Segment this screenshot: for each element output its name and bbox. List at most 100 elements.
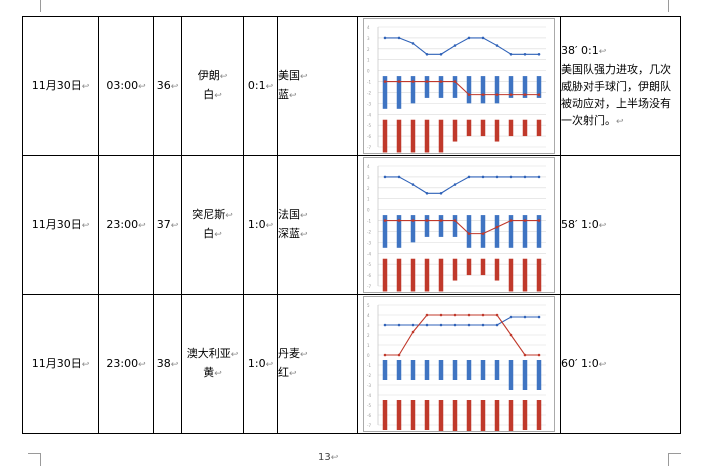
- chart-bar: [522, 400, 528, 430]
- team-b: 丹麦↩ 红↩: [277, 294, 358, 434]
- chart-point: [425, 52, 429, 56]
- chart-point: [523, 315, 527, 319]
- team-a-line: 黄↩: [182, 364, 243, 383]
- match-date-text: 11月30日: [31, 78, 82, 92]
- chart-tick-label: -5: [367, 123, 371, 128]
- team-b-text: 法国: [278, 208, 300, 221]
- chart-point: [397, 323, 401, 327]
- match-date-text: 11月30日: [31, 356, 82, 370]
- chart-point: [509, 219, 513, 222]
- match-score-text: 1:0: [247, 356, 266, 370]
- chart-bar: [424, 258, 430, 292]
- chart-tick-label: 1: [367, 197, 370, 202]
- chart-point: [509, 175, 513, 179]
- chart-point: [453, 183, 457, 186]
- chart-point: [383, 353, 387, 357]
- team-b-text: 美国: [278, 69, 300, 82]
- chart-tick-label: 3: [367, 36, 370, 41]
- team-a: 澳大利亚↩ 黄↩: [181, 294, 244, 434]
- chart-point: [481, 175, 485, 179]
- chart-bar: [508, 119, 514, 137]
- match-note-text: 美国队强力进攻，几次威胁对手球门，伊朗队被动应对，上半场没有一次射门。: [561, 62, 671, 127]
- chart-bar: [438, 76, 444, 98]
- match-date-line: 11月30日↩: [23, 77, 98, 96]
- chart-tick-label: -1: [367, 363, 371, 368]
- chart-bar: [480, 76, 486, 104]
- chart-series-line: [385, 219, 539, 235]
- team-b-text: 丹麦: [278, 347, 300, 360]
- chart-point: [439, 80, 443, 83]
- crop-mark-bottom-right: [668, 453, 681, 466]
- chart-svg: -7 -6 -5 -4 -3 -2 -1 0 1 2 3 4: [367, 164, 546, 292]
- chart-bar: [382, 400, 388, 430]
- team-a: 突尼斯↩ 白↩: [181, 155, 244, 295]
- chart-point: [467, 36, 471, 40]
- match-time-text: 23:00: [106, 356, 139, 370]
- chart-tick-label: -7: [367, 284, 371, 289]
- chart-point: [481, 232, 485, 235]
- match-number-line: 37↩: [154, 216, 181, 235]
- match-number-line: 36↩: [154, 77, 181, 96]
- chart-bar: [452, 360, 458, 380]
- paragraph-mark: ↩: [219, 72, 228, 82]
- chart-bar: [480, 215, 486, 248]
- chart-point: [509, 93, 513, 96]
- chart-series-line: [385, 80, 539, 96]
- paragraph-mark: ↩: [214, 230, 222, 240]
- team-b-line: 蓝↩: [278, 86, 357, 105]
- chart-point: [481, 313, 485, 317]
- paragraph-mark: ↩: [265, 81, 274, 92]
- chart-tick-label: -2: [367, 229, 371, 234]
- chart-bar: [410, 360, 416, 380]
- match-score-line: 1:0↩: [244, 355, 277, 374]
- chart-tick-label: 3: [367, 323, 370, 328]
- team-a-line: 澳大利亚↩: [182, 345, 243, 364]
- chart-bar: [494, 119, 500, 142]
- match-number-text: 36: [156, 78, 171, 92]
- chart-bar: [480, 258, 486, 276]
- paragraph-mark: ↩: [214, 91, 222, 101]
- chart-point: [397, 80, 401, 83]
- chart-bar: [466, 215, 472, 248]
- chart-bar: [396, 119, 402, 153]
- team-a-line: 伊朗↩: [182, 67, 243, 86]
- chart-bar: [536, 215, 542, 248]
- chart-series-line: [385, 316, 539, 326]
- chart-bar: [508, 258, 514, 292]
- match-time: 03:00↩: [98, 16, 154, 156]
- chart-point: [495, 175, 499, 179]
- team-b-text: 蓝: [278, 88, 289, 101]
- chart-tick-label: 3: [367, 175, 370, 180]
- paragraph-mark: ↩: [300, 230, 308, 240]
- chart-point: [523, 353, 527, 357]
- chart-bar: [438, 400, 444, 431]
- embedded-chart[interactable]: -7 -6 -5 -4 -3 -2 -1 0 1 2 3 4 5: [363, 296, 555, 432]
- match-note-text: 60′ 1:0: [561, 356, 599, 370]
- chart-bar: [522, 76, 528, 98]
- chart-bar: [424, 215, 430, 237]
- chart-bar: [452, 119, 458, 142]
- embedded-chart[interactable]: -7 -6 -5 -4 -3 -2 -1 0 1 2 3 4: [363, 18, 555, 154]
- embedded-chart[interactable]: -7 -6 -5 -4 -3 -2 -1 0 1 2 3 4: [363, 157, 555, 293]
- chart-point: [439, 219, 443, 222]
- paragraph-mark: ↩: [138, 81, 146, 92]
- chart-tick-label: -5: [367, 262, 371, 267]
- chart-series-line: [385, 37, 539, 55]
- chart-bar: [438, 360, 444, 380]
- chart-bar: [396, 400, 402, 430]
- paragraph-mark: ↩: [138, 359, 146, 370]
- chart-bar: [522, 258, 528, 292]
- chart-cell: -7 -6 -5 -4 -3 -2 -1 0 1 2 3 4: [357, 155, 561, 295]
- chart-point: [523, 93, 527, 96]
- chart-point: [383, 219, 387, 222]
- chart-bar: [424, 76, 430, 98]
- chart-bar: [494, 258, 500, 281]
- chart-bar: [452, 76, 458, 98]
- chart-bar: [508, 76, 514, 98]
- chart-point: [453, 323, 457, 327]
- team-a-line: 白↩: [182, 86, 243, 105]
- chart-bar: [396, 258, 402, 292]
- chart-point: [523, 52, 527, 56]
- chart-point: [481, 36, 485, 40]
- paragraph-mark: ↩: [81, 359, 90, 370]
